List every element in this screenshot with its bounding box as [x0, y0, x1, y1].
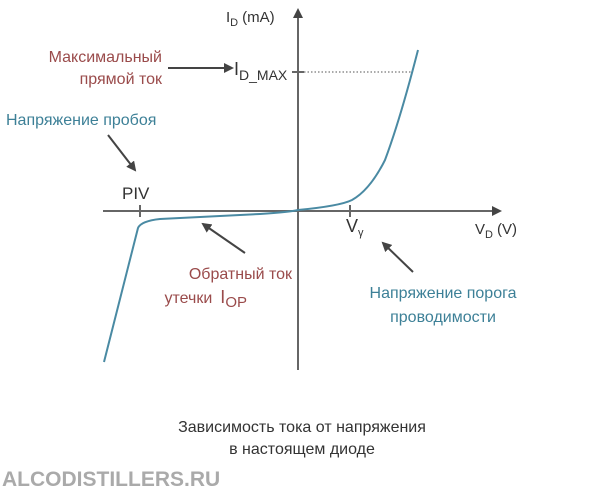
- threshold-label: Напряжение порога проводимости: [370, 285, 517, 326]
- v-gamma-label: Vγ: [346, 216, 364, 239]
- text-part: I: [226, 9, 230, 26]
- leakage-label: Обратный ток утечки IOP: [165, 266, 293, 311]
- max-current-label: Максимальный прямой ток: [49, 49, 163, 88]
- text-part: D: [485, 229, 493, 241]
- watermark: ALCODISTILLERS.RU: [2, 468, 220, 491]
- arrow: [381, 241, 414, 273]
- text-part: Зависимость тока от напряжения: [178, 419, 426, 436]
- text-part: (mA): [242, 9, 275, 26]
- text-part: прямой ток: [80, 71, 163, 88]
- arrow: [107, 134, 137, 172]
- caption: Зависимость тока от напряжения в настояще…: [178, 419, 426, 458]
- text-part: D: [230, 17, 238, 29]
- text-part: проводимости: [390, 309, 496, 326]
- id-max-label: ID_MAX: [234, 59, 288, 83]
- text-part: V: [346, 216, 358, 236]
- text-part: V: [475, 221, 485, 238]
- text-part: Напряжение порога: [370, 285, 517, 302]
- text-part: γ: [358, 227, 364, 239]
- y-axis-label: ID (mA): [226, 9, 275, 29]
- iv-curve: [103, 49, 419, 363]
- text-part: утечки: [165, 290, 213, 307]
- breakdown-label: Напряжение пробоя: [6, 112, 156, 129]
- piv-label: PIV: [122, 184, 150, 203]
- text-part: I: [220, 287, 225, 307]
- text-part: I: [234, 59, 239, 79]
- text-part: (V): [497, 221, 517, 238]
- x-axis-label: VD (V): [475, 221, 517, 241]
- text-part: Максимальный: [49, 49, 162, 66]
- text-part: D_MAX: [239, 67, 288, 83]
- arrow: [201, 222, 246, 254]
- text-part: OP: [225, 294, 247, 311]
- text-part: Обратный ток: [189, 266, 293, 283]
- text-part: в настоящем диоде: [229, 441, 375, 458]
